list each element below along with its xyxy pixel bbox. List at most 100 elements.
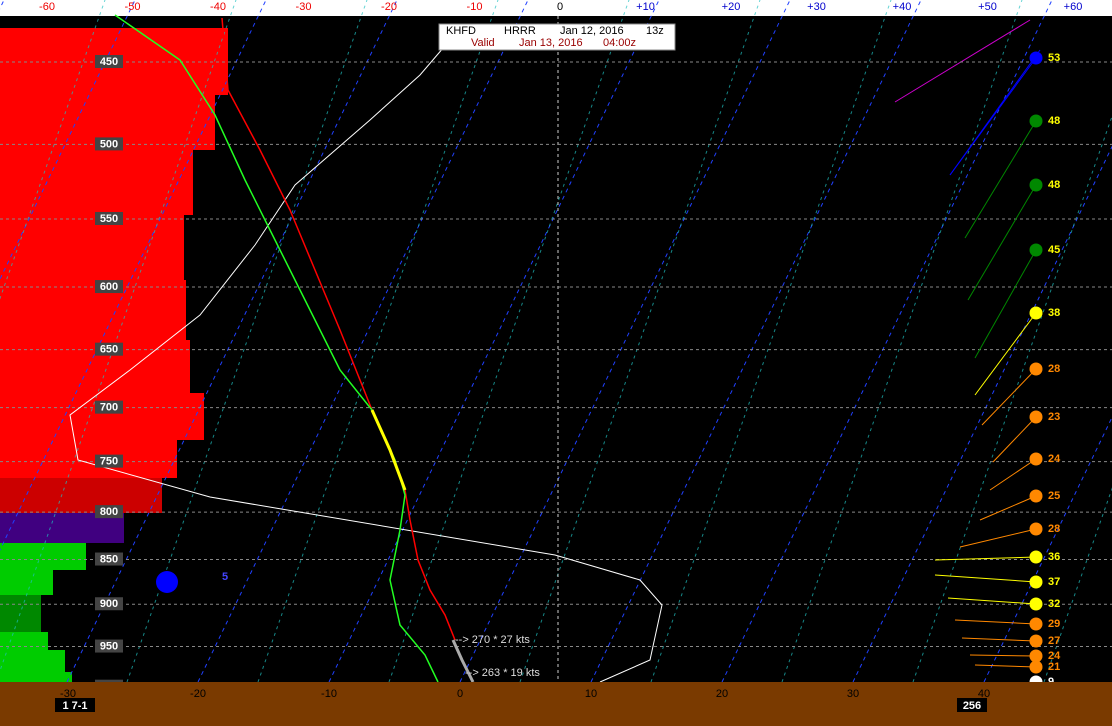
bottom-scale-label: 40 [978, 688, 990, 700]
top-scale-label: -60 [39, 1, 55, 13]
wind-barb [974, 312, 1037, 396]
mixing-line [912, 115, 1112, 683]
wind-barb [981, 368, 1037, 426]
wind-dot [1029, 660, 1043, 674]
wind-dot [1029, 452, 1043, 466]
mixing-line [519, 0, 761, 683]
wind-dot [1029, 597, 1043, 611]
top-scale-label: +40 [893, 1, 912, 13]
wind-speed: 48 [1048, 179, 1060, 191]
top-scale-label: +50 [978, 1, 997, 13]
bottom-scale-label: -30 [60, 688, 76, 700]
pressure-label-box [95, 597, 123, 611]
mixing-line [1043, 487, 1112, 683]
wind-barb [969, 654, 1037, 657]
model: HRRR [504, 25, 536, 37]
marker-label: 5 [222, 571, 228, 583]
wind-speed: 27 [1048, 635, 1060, 647]
wind-barb [967, 184, 1037, 301]
wind-annotation: --> 263 * 19 kts [465, 667, 540, 679]
pressure-label: 850 [100, 553, 118, 565]
pressure-label: 800 [100, 506, 118, 518]
cloud-bar [0, 150, 193, 215]
pressure-label: 700 [100, 402, 118, 414]
isotherm [721, 0, 1053, 683]
wind-dot [1029, 51, 1043, 65]
top-scale-label: -20 [381, 1, 397, 13]
wind-dot [1029, 649, 1043, 663]
top-scale-label: +20 [722, 1, 741, 13]
wind-column: 534848453828232425283637322927242199 [934, 51, 1061, 713]
cloud-bar [0, 570, 53, 595]
pressure-label-box [95, 55, 123, 68]
run-date: Jan 12, 2016 [560, 25, 624, 37]
wind-barb [947, 597, 1037, 605]
wind-dot [1029, 550, 1043, 564]
mixing-line [781, 0, 1023, 683]
wetbulb-line [69, 39, 663, 683]
pressure-label: 450 [100, 56, 118, 68]
top-scale-label: -30 [296, 1, 312, 13]
wind-barb [954, 619, 1037, 625]
pressure-label-box [95, 505, 123, 519]
pressure-label: 900 [100, 598, 118, 610]
wind-dot [1029, 362, 1043, 376]
wind-dot [1029, 410, 1043, 424]
mixing-line [0, 0, 106, 300]
wind-dot [1029, 489, 1043, 503]
wind-speed: 21 [1048, 661, 1060, 673]
pressure-label-box [95, 342, 123, 356]
top-scale-label: +10 [636, 1, 655, 13]
pressure-label: 600 [100, 281, 118, 293]
bottom-scale: -30 -20 -10 0 10 20 30 40 [60, 688, 990, 700]
pressure-label-box [95, 639, 123, 653]
footer-left: 1 7-1 [62, 700, 87, 712]
isotherm [459, 0, 791, 683]
wind-dot [1029, 243, 1043, 257]
marker-dot [156, 571, 178, 593]
top-scale-bar [0, 0, 1112, 16]
cloud-bar [0, 393, 204, 440]
valid-date: Jan 13, 2016 [519, 37, 583, 49]
wind-barb [949, 57, 1037, 176]
upper-barb [894, 19, 1031, 103]
cloud-bar [0, 672, 72, 682]
wind-speed: 36 [1048, 551, 1060, 563]
wind-speed: 53 [1048, 52, 1060, 64]
valid-label: Valid [471, 37, 495, 49]
bottom-scale-label: 20 [716, 688, 728, 700]
wind-speed: 37 [1048, 576, 1060, 588]
wind-barb [992, 416, 1037, 463]
bottom-scale-label: -20 [190, 688, 206, 700]
pressure-label: 750 [100, 456, 118, 468]
cloud-bar [0, 632, 48, 650]
pressure-label-box [95, 137, 123, 151]
wind-barb [974, 249, 1037, 359]
wind-barb [934, 556, 1037, 561]
isotherm [0, 0, 267, 551]
wind-speed: 24 [1048, 650, 1061, 662]
wind-speed: 48 [1048, 115, 1060, 127]
mixing-line [126, 0, 368, 683]
header-box: KHFD HRRR Jan 12, 2016 13z Valid Jan 13,… [438, 23, 676, 51]
saturated-segment [370, 409, 407, 491]
wind-barb [934, 574, 1037, 583]
wind-dot [1029, 617, 1043, 631]
footer-right: 256 [963, 700, 981, 712]
wind-speed: 45 [1048, 244, 1060, 256]
top-scale-label: -50 [125, 1, 141, 13]
station: KHFD [446, 25, 476, 37]
isotherm [66, 0, 398, 683]
wind-speed: 9 [1048, 676, 1054, 688]
isotherm [328, 0, 660, 683]
pressure-label-box [95, 552, 123, 566]
wind-speed: 24 [1048, 453, 1061, 465]
footer-right-box [957, 698, 987, 712]
pressure-label: 550 [100, 213, 118, 225]
wind-barb [989, 458, 1037, 491]
surface-segment [451, 639, 475, 683]
wind-speed: 29 [1048, 618, 1060, 630]
wind-dot [1029, 178, 1043, 192]
